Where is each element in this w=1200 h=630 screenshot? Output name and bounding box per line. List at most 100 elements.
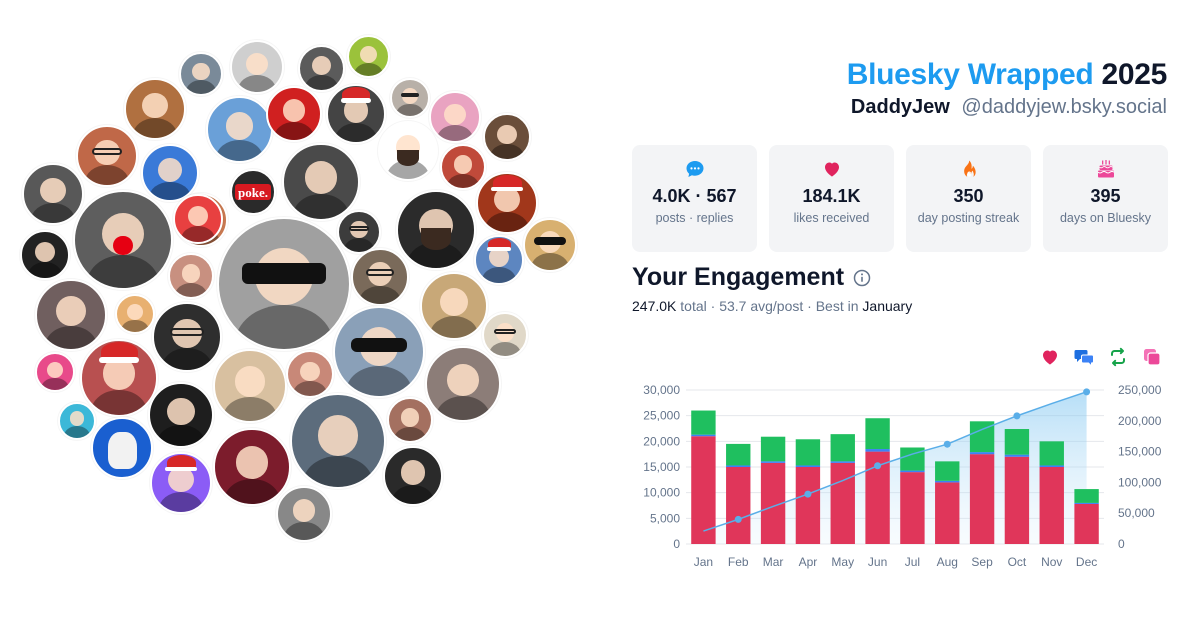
avatar[interactable] (425, 346, 501, 422)
x-tick-label: Nov (1041, 555, 1062, 569)
avatar[interactable] (429, 91, 481, 143)
avatar[interactable] (76, 125, 138, 187)
avatar[interactable] (141, 144, 199, 202)
avatar[interactable] (115, 294, 155, 334)
avatar[interactable] (347, 35, 390, 78)
avatar[interactable] (20, 230, 70, 280)
stat-card-streak: 350 day posting streak (906, 145, 1031, 252)
avatar-body (64, 426, 90, 438)
avatar[interactable] (91, 417, 153, 479)
quotes-toggle-quote-icon[interactable] (1141, 346, 1163, 368)
avatar[interactable] (168, 253, 214, 299)
avatar[interactable] (230, 40, 284, 94)
avatar[interactable] (35, 352, 75, 392)
bar-segment (1039, 467, 1064, 544)
avatar-body (84, 165, 130, 185)
avatar[interactable] (390, 78, 430, 118)
stats-row: 4.0K · 567 posts · replies 184.1K likes … (632, 145, 1168, 252)
avatar-body (303, 455, 373, 487)
avatar-body (175, 282, 207, 297)
avatar[interactable] (387, 397, 433, 443)
avatar[interactable] (22, 163, 84, 225)
y-tick-label: 25,000 (643, 409, 680, 423)
stat-value: 4.0K · 567 (652, 186, 737, 206)
avatar-body (30, 203, 76, 223)
avatar-face (453, 155, 473, 174)
engagement-best-month: January (862, 298, 913, 314)
avatar[interactable] (290, 393, 386, 489)
cumulative-point (804, 490, 812, 498)
year-title: 2025 (1101, 58, 1167, 91)
avatar-face (447, 363, 479, 396)
avatar[interactable] (80, 339, 158, 417)
replies-toggle-quote-bubbles-icon[interactable] (1073, 346, 1095, 368)
y2-tick-label: 200,000 (1118, 414, 1162, 428)
engagement-summary: 247.0K total · 53.7 avg/post · Best in J… (632, 298, 912, 314)
santa-hat-icon (491, 175, 523, 192)
y2-tick-label: 150,000 (1118, 445, 1162, 459)
avatar[interactable] (523, 218, 577, 272)
avatar[interactable] (482, 312, 528, 358)
avatar-body (481, 267, 517, 283)
avatar[interactable] (326, 84, 386, 144)
avatar[interactable] (286, 350, 334, 398)
avatar[interactable] (378, 121, 438, 181)
avatar-body (234, 304, 334, 349)
bar-segment (726, 465, 751, 467)
y-tick-label: 15,000 (643, 460, 680, 474)
avatar[interactable] (213, 349, 287, 423)
avatar[interactable] (124, 78, 186, 140)
bar-segment (760, 461, 786, 463)
avatar[interactable] (483, 113, 531, 161)
avatar[interactable] (282, 143, 360, 221)
avatar-body (86, 255, 160, 288)
avatar[interactable] (73, 190, 173, 290)
bar-segment (691, 436, 716, 544)
avatar[interactable] (383, 446, 443, 506)
avatar[interactable] (440, 144, 486, 190)
avatar[interactable] (276, 486, 332, 542)
avatar[interactable] (148, 382, 214, 448)
avatar[interactable] (173, 194, 223, 244)
glasses-icon (365, 269, 395, 276)
avatar[interactable] (266, 86, 322, 142)
x-tick-label: Aug (937, 555, 958, 569)
bar-segment (1004, 454, 1030, 457)
avatar-body (238, 75, 276, 92)
info-icon[interactable] (853, 269, 871, 287)
avatar[interactable] (179, 52, 223, 96)
user-handle: @daddyjew.bsky.social (961, 96, 1167, 118)
avatar[interactable] (152, 302, 222, 372)
avatar[interactable] (474, 235, 524, 285)
avatar[interactable] (213, 428, 291, 506)
avatar-body (396, 103, 424, 116)
bar-segment (760, 436, 786, 462)
stat-label: days on Bluesky (1059, 211, 1152, 225)
bar-segment (691, 410, 716, 435)
avatar-face (94, 139, 120, 166)
reposts-toggle-repost-icon[interactable] (1107, 346, 1129, 368)
avatar[interactable] (217, 217, 351, 351)
avatar-face (246, 53, 268, 75)
avatar[interactable] (351, 248, 409, 306)
avatar[interactable] (298, 45, 345, 92)
avatar[interactable] (396, 190, 476, 270)
avatar-face (34, 242, 56, 263)
avatar-face (292, 499, 316, 523)
avatar[interactable] (476, 172, 538, 234)
likes-toggle-heart-icon[interactable] (1039, 346, 1061, 368)
bar-segment (900, 472, 925, 544)
avatar-face (400, 460, 426, 485)
avatar[interactable] (333, 306, 425, 398)
avatar[interactable] (206, 96, 273, 163)
avatar-body (45, 325, 97, 349)
avatar[interactable] (420, 272, 488, 340)
avatar-face (488, 247, 510, 268)
avatar-body (121, 319, 149, 332)
avatar[interactable]: poke. (230, 169, 276, 215)
avatar[interactable] (58, 402, 96, 440)
bar-segment (865, 449, 890, 452)
avatar[interactable] (150, 452, 212, 514)
avatar[interactable] (337, 210, 381, 254)
avatar[interactable] (35, 279, 107, 351)
